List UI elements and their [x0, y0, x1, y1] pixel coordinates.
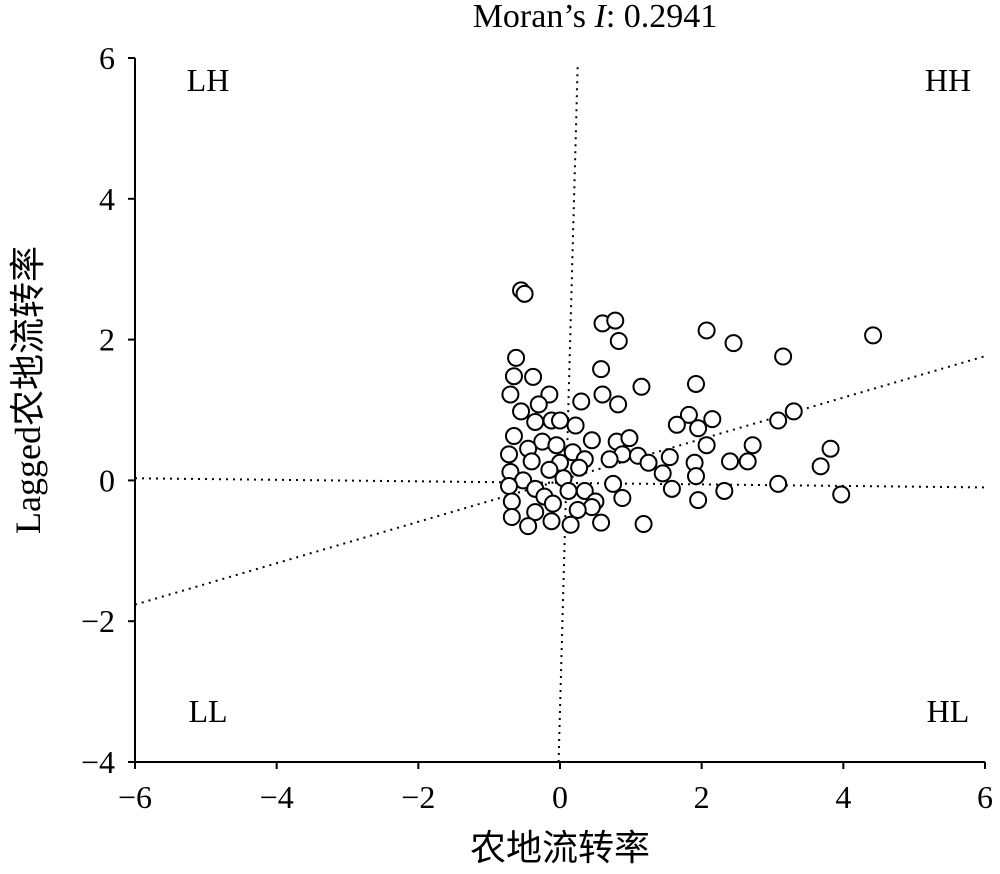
data-point	[559, 481, 578, 500]
data-point	[504, 367, 523, 386]
chart-title-stat: I	[594, 0, 608, 35]
data-point	[582, 498, 601, 517]
data-point	[613, 489, 632, 507]
data-point	[593, 385, 612, 404]
data-point	[547, 436, 566, 455]
data-point	[721, 452, 739, 471]
data-point	[634, 515, 653, 534]
data-point	[864, 326, 883, 345]
data-point	[566, 416, 585, 435]
data-point	[600, 450, 619, 469]
data-point	[689, 419, 708, 438]
data-point	[524, 367, 543, 386]
data-point	[697, 436, 716, 455]
data-point	[703, 410, 722, 429]
data-point	[575, 481, 594, 500]
data-point	[500, 477, 518, 496]
data-point	[540, 460, 559, 479]
data-point	[653, 464, 672, 483]
x-tick-label: 2	[694, 779, 710, 815]
data-point	[572, 392, 591, 411]
data-point	[632, 377, 651, 396]
chart-title-suffix: : 0.2941	[606, 0, 717, 35]
data-point	[561, 515, 580, 534]
y-tick-label: 6	[99, 40, 115, 76]
data-point	[526, 503, 545, 522]
data-point	[592, 513, 611, 532]
y-tick-label: 2	[99, 322, 115, 358]
data-point	[529, 395, 548, 414]
data-point	[502, 508, 521, 527]
data-point	[784, 402, 803, 421]
data-point	[715, 481, 734, 500]
data-point	[543, 494, 562, 513]
x-tick-label: −2	[401, 779, 435, 815]
x-tick-label: 6	[977, 779, 993, 815]
data-point	[687, 374, 705, 393]
data-point	[526, 412, 545, 431]
data-point	[507, 348, 526, 367]
data-point	[697, 321, 716, 340]
data-point	[570, 458, 589, 477]
data-point	[811, 457, 830, 476]
data-point	[504, 427, 523, 446]
data-point	[662, 479, 681, 498]
y-tick-label: 0	[99, 462, 115, 498]
x-axis-label: 农地流转率	[470, 828, 650, 868]
data-point	[606, 311, 625, 330]
data-point	[512, 402, 531, 421]
data-point	[609, 332, 628, 351]
y-tick-label: 4	[99, 181, 115, 217]
data-point	[769, 411, 788, 430]
data-point	[519, 517, 538, 536]
data-point	[660, 448, 679, 467]
quadrant-label-hl: HL	[927, 693, 970, 729]
x-tick-label: −6	[118, 779, 152, 815]
quadrant-label-hh: HH	[925, 62, 971, 98]
data-point	[689, 491, 708, 510]
data-point	[667, 415, 686, 434]
y-axis-label: Lagged农地流转率	[8, 246, 48, 534]
data-point	[821, 439, 840, 458]
data-point	[500, 445, 518, 464]
data-point	[515, 284, 534, 303]
data-point	[551, 411, 569, 430]
data-point	[679, 405, 698, 424]
chart-title: Moran’s I: 0.2941	[473, 0, 718, 35]
data-point	[724, 334, 743, 353]
data-point	[592, 360, 611, 379]
data-point	[738, 452, 757, 471]
data-point	[502, 492, 521, 511]
data-point	[769, 474, 788, 493]
data-point	[568, 500, 587, 519]
data-point	[639, 453, 658, 472]
y-tick-label: −2	[81, 603, 115, 639]
vertical-mean-line	[557, 65, 579, 763]
data-point	[609, 395, 628, 414]
quadrant-label-lh: LH	[187, 62, 230, 98]
data-point	[522, 452, 541, 471]
data-point	[604, 474, 623, 493]
data-point	[743, 436, 762, 455]
x-axis-ticks: −6 −4 −2 0 2 4 6	[118, 762, 993, 815]
data-point	[774, 347, 793, 366]
data-point	[620, 429, 639, 448]
data-point	[687, 467, 705, 486]
y-axis-ticks: −4 −2 0 2 4 6	[81, 40, 135, 780]
x-tick-label: −4	[260, 779, 294, 815]
y-tick-label: −4	[81, 744, 115, 780]
data-point	[832, 485, 851, 504]
quadrant-label-ll: LL	[188, 693, 227, 729]
x-tick-label: 0	[552, 779, 568, 815]
data-point	[582, 431, 601, 450]
data-points	[500, 281, 883, 536]
data-point	[501, 385, 520, 404]
x-tick-label: 4	[835, 779, 851, 815]
data-point	[542, 512, 561, 531]
chart-title-prefix: Moran’s	[473, 0, 595, 35]
